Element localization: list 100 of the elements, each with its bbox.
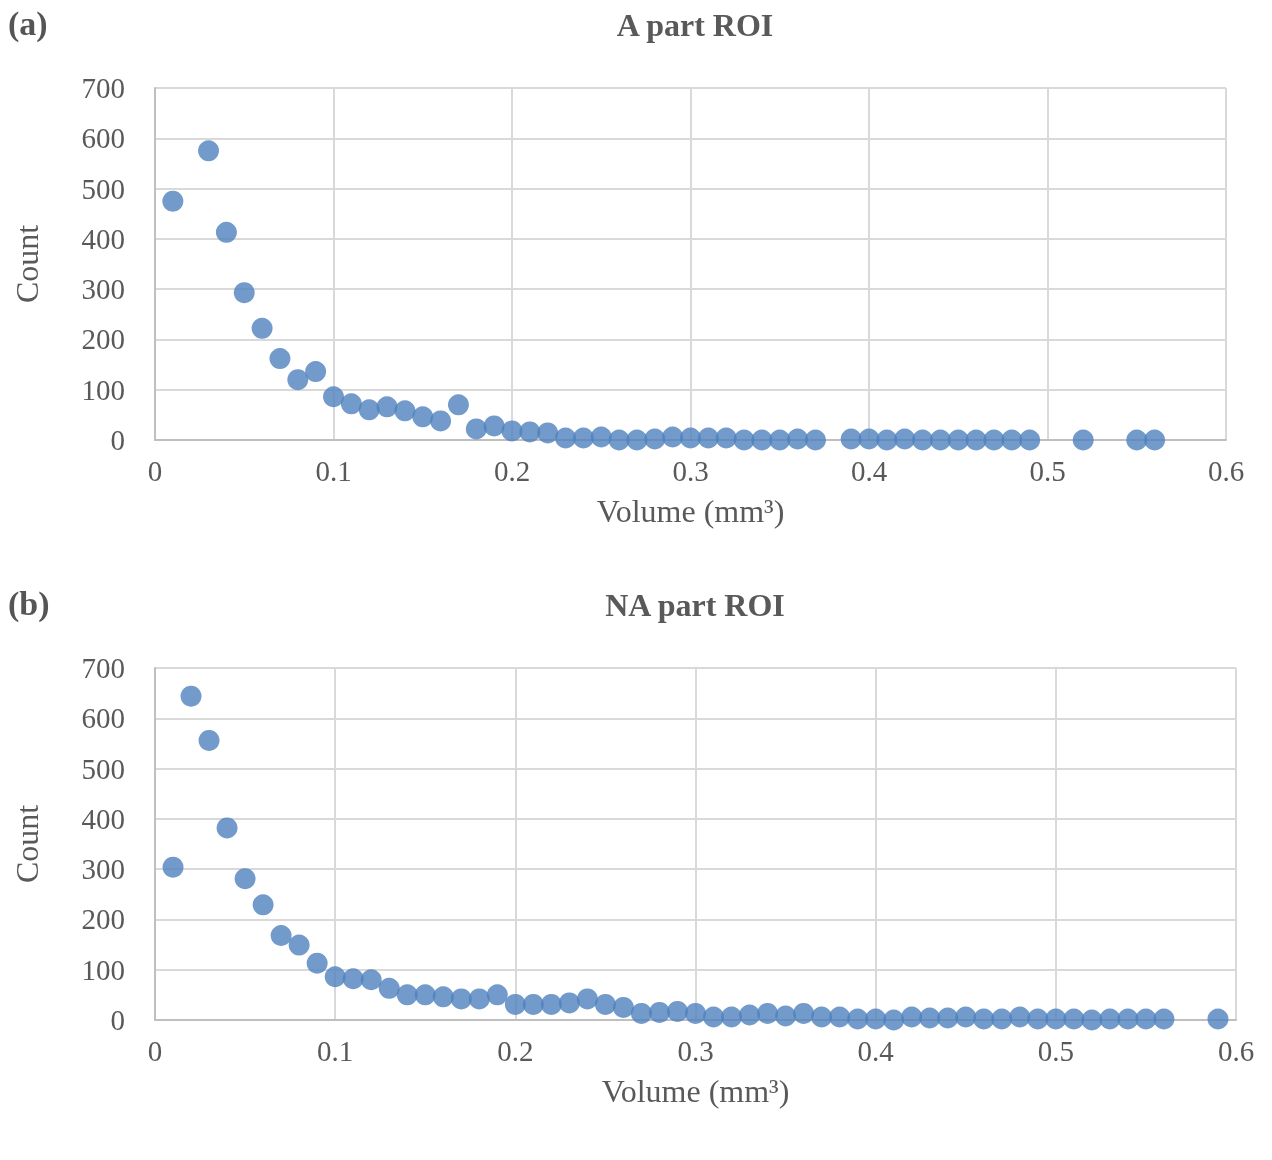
y-tick-label: 600 <box>81 702 125 735</box>
point <box>555 427 577 449</box>
y-axis-title: Count <box>9 804 45 884</box>
text: (b) <box>8 584 50 623</box>
point <box>715 427 737 449</box>
y-tick-label: 700 <box>81 72 125 104</box>
point <box>1207 1008 1229 1030</box>
point <box>394 400 416 422</box>
point <box>608 429 630 451</box>
point <box>324 966 346 988</box>
y-tick-label: 500 <box>81 172 125 205</box>
point <box>269 348 291 370</box>
point <box>1081 1009 1103 1031</box>
point <box>504 993 526 1015</box>
point <box>1063 1008 1085 1030</box>
point <box>234 868 256 890</box>
point <box>288 934 310 956</box>
point <box>1153 1008 1175 1030</box>
x-tick-label: 0.5 <box>1037 1034 1074 1067</box>
point <box>829 1006 851 1028</box>
point <box>360 969 382 991</box>
point <box>876 429 898 451</box>
y-tick-label: 300 <box>81 853 125 886</box>
point <box>501 420 523 442</box>
point <box>323 386 344 408</box>
x-tick-label: 0.2 <box>493 454 531 487</box>
point <box>483 415 505 437</box>
y-tick-label: 700 <box>81 652 125 684</box>
point <box>162 856 184 878</box>
point <box>912 429 934 451</box>
x-tick-label: 0.3 <box>672 454 709 487</box>
point <box>215 221 237 243</box>
point <box>1001 429 1023 451</box>
point <box>198 140 220 162</box>
point <box>305 361 327 383</box>
point <box>793 1002 815 1024</box>
chart-title: NA part ROI <box>605 587 785 623</box>
point <box>378 977 400 999</box>
point <box>983 429 1005 451</box>
point <box>537 422 559 444</box>
point <box>270 925 292 947</box>
point <box>162 190 184 212</box>
point <box>1144 429 1166 451</box>
point <box>858 428 880 450</box>
point <box>590 426 612 448</box>
point <box>396 984 418 1006</box>
y-tick-label: 400 <box>81 802 125 835</box>
y-tick-label: 300 <box>81 273 125 306</box>
point <box>775 1005 797 1027</box>
point <box>1072 429 1094 451</box>
point <box>919 1007 941 1029</box>
point <box>769 429 791 451</box>
point <box>287 369 309 391</box>
point <box>576 988 598 1010</box>
point <box>486 984 508 1006</box>
point <box>840 428 862 450</box>
point <box>558 992 580 1014</box>
y-tick-label: 400 <box>81 222 125 255</box>
point <box>233 282 255 304</box>
x-axis-title: Volume (mm³) <box>601 1073 790 1109</box>
point <box>540 993 562 1015</box>
point <box>594 993 616 1015</box>
point <box>1135 1008 1157 1030</box>
point <box>1009 1006 1031 1028</box>
point <box>697 427 719 449</box>
point <box>680 427 701 449</box>
y-tick-label: 200 <box>81 323 125 356</box>
x-tick-label: 0.4 <box>850 454 888 487</box>
y-tick-label: 500 <box>81 752 125 785</box>
point <box>865 1008 887 1030</box>
point <box>468 988 490 1010</box>
x-tick-label: 0.1 <box>317 1034 354 1067</box>
point <box>947 429 969 451</box>
point <box>1099 1008 1121 1030</box>
point <box>612 996 634 1018</box>
point <box>376 396 398 418</box>
point <box>644 428 666 450</box>
x-tick-label: 0 <box>147 454 163 487</box>
point <box>929 429 951 451</box>
x-tick-label: 0 <box>147 1034 163 1067</box>
point <box>626 429 648 451</box>
text: (a) <box>8 4 48 43</box>
point <box>901 1006 923 1028</box>
y-tick-label: 200 <box>81 903 125 936</box>
point <box>447 394 469 416</box>
point <box>342 968 364 990</box>
point <box>465 418 487 440</box>
point <box>847 1008 869 1030</box>
x-tick-label: 0.6 <box>1217 1034 1255 1067</box>
y-tick-label: 600 <box>81 122 125 155</box>
point <box>667 1000 688 1022</box>
x-tick-label: 0.4 <box>857 1034 895 1067</box>
point <box>973 1008 995 1030</box>
point <box>1019 429 1041 451</box>
point <box>630 1002 652 1024</box>
y-tick-label: 0 <box>110 1004 125 1036</box>
point <box>340 393 362 415</box>
point <box>252 894 274 916</box>
point <box>721 1006 743 1028</box>
point <box>811 1006 833 1028</box>
